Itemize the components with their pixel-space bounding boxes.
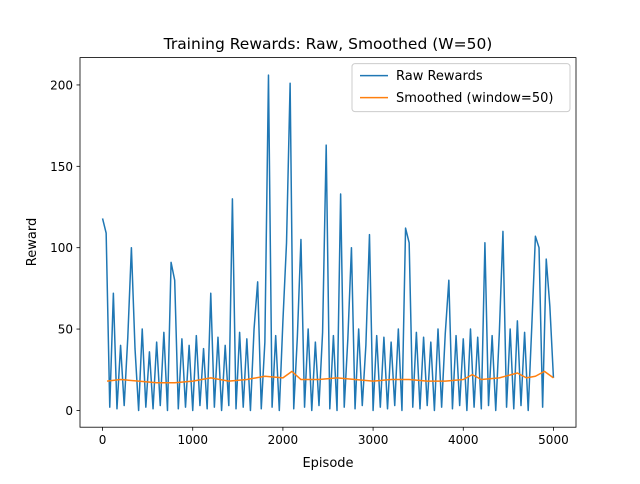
x-tick-label: 2000 [268,433,299,447]
x-tick-label: 5000 [538,433,569,447]
chart-title: Training Rewards: Raw, Smoothed (W=50) [163,35,493,53]
y-tick-label: 200 [50,78,73,92]
plot-frame [79,57,577,428]
legend-box [351,63,571,113]
y-tick-label: 0 [65,404,73,418]
x-tick-label: 4000 [448,433,479,447]
y-tick-label: 150 [50,160,73,174]
legend-label: Raw Rewards [396,69,483,84]
line-series [106,370,554,384]
x-axis-label: Episode [302,456,353,471]
y-tick-label: 100 [50,241,73,255]
x-tick-label: 0 [99,433,107,447]
x-tick-label: 3000 [358,433,389,447]
legend-label: Smoothed (window=50) [396,91,553,106]
y-axis-label: Reward [25,218,40,266]
y-tick-label: 50 [58,323,73,337]
x-tick-label: 1000 [177,433,208,447]
line-series [101,74,555,412]
